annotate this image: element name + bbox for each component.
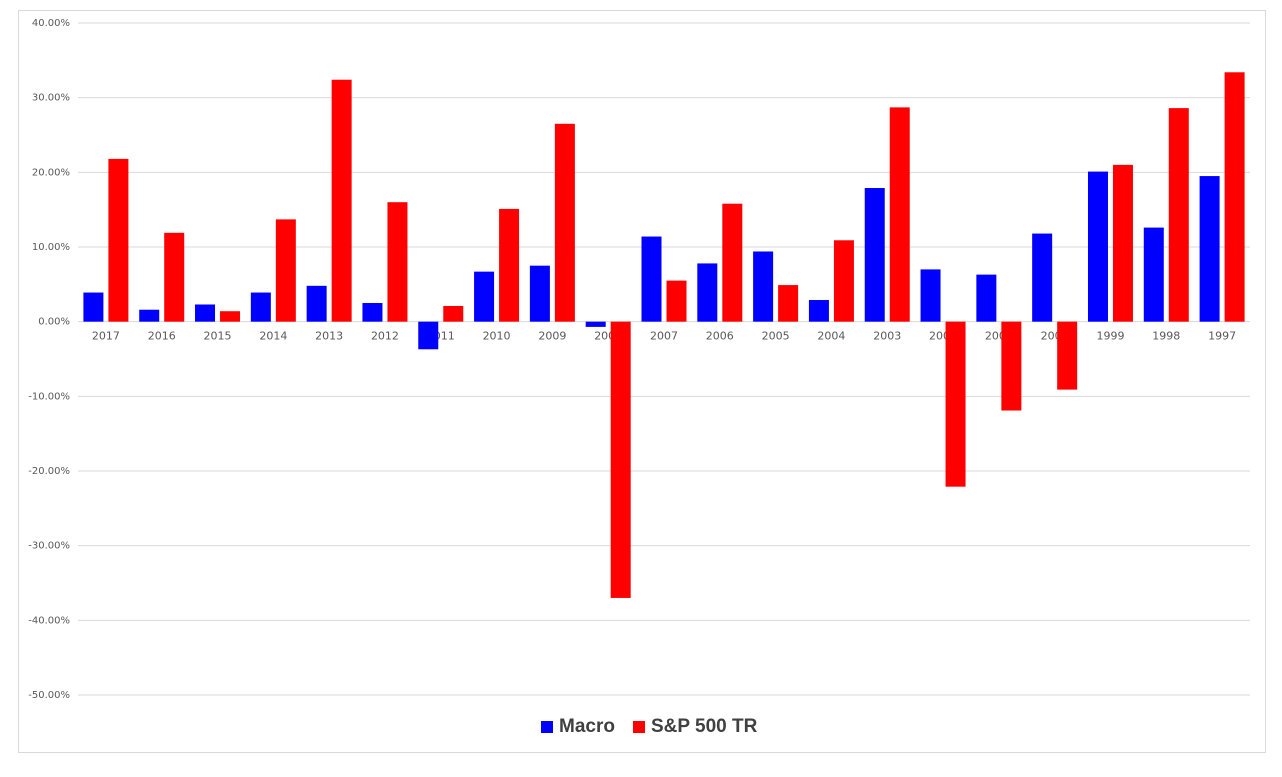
x-tick-label: 2010 [483, 330, 511, 343]
bar [1112, 164, 1133, 322]
x-tick-label: 1998 [1152, 330, 1180, 343]
bar [499, 208, 520, 322]
bar [1199, 176, 1220, 322]
y-tick-label: -10.00% [28, 391, 70, 402]
bar [753, 251, 774, 322]
bar [139, 309, 160, 322]
bar [387, 202, 408, 322]
bar [529, 265, 550, 322]
legend-label: S&P 500 TR [651, 716, 758, 737]
bar [976, 274, 997, 322]
bar [722, 203, 743, 322]
bar [443, 305, 464, 322]
bar [585, 321, 606, 327]
y-tick-label: -20.00% [28, 466, 70, 477]
y-tick-label: 40.00% [32, 18, 70, 29]
x-tick-label: 1997 [1208, 330, 1236, 343]
bar [920, 269, 941, 322]
y-tick-label: -50.00% [28, 690, 70, 701]
bar [554, 123, 575, 322]
bar [610, 321, 631, 598]
y-tick-label: -40.00% [28, 615, 70, 626]
x-tick-label: 2005 [762, 330, 790, 343]
bar [362, 303, 383, 322]
bar [474, 271, 495, 322]
bar [1168, 108, 1189, 322]
bar [220, 311, 241, 322]
bar [889, 107, 910, 322]
y-tick-label: -30.00% [28, 541, 70, 552]
x-tick-label: 2015 [204, 330, 232, 343]
bar [1143, 227, 1164, 322]
bar [1087, 171, 1108, 322]
bar [1001, 321, 1022, 411]
y-tick-label: 20.00% [32, 167, 70, 178]
bar [331, 79, 352, 322]
bar [195, 304, 216, 322]
x-tick-label: 2009 [538, 330, 566, 343]
bar [1032, 233, 1053, 322]
x-tick-label: 2016 [148, 330, 176, 343]
legend-swatch [633, 721, 645, 733]
bar [778, 285, 799, 322]
bar [108, 158, 129, 322]
bar [945, 321, 966, 487]
x-tick-label: 2013 [315, 330, 343, 343]
bar [306, 285, 327, 322]
bar [864, 188, 885, 322]
bar [83, 292, 104, 322]
y-tick-label: 10.00% [32, 242, 70, 253]
chart-border [18, 10, 1266, 753]
x-tick-label: 2003 [873, 330, 901, 343]
x-tick-label: 2012 [371, 330, 399, 343]
x-tick-label: 2007 [650, 330, 678, 343]
bar [250, 292, 271, 322]
y-tick-label: 30.00% [32, 93, 70, 104]
bar [164, 232, 185, 322]
x-tick-label: 2017 [92, 330, 120, 343]
legend-label: Macro [559, 716, 615, 737]
bar [808, 300, 829, 322]
x-tick-label: 2014 [259, 330, 287, 343]
bar [697, 263, 718, 322]
bar [666, 280, 687, 322]
y-tick-label: 0.00% [38, 317, 70, 328]
bar [641, 236, 662, 322]
x-tick-label: 1999 [1096, 330, 1124, 343]
bar [833, 240, 854, 322]
legend-swatch [541, 721, 553, 733]
bar [418, 321, 439, 350]
bar [275, 219, 296, 322]
x-tick-label: 2004 [817, 330, 845, 343]
bar [1224, 72, 1245, 322]
x-tick-label: 2006 [706, 330, 734, 343]
bar [1057, 321, 1078, 390]
